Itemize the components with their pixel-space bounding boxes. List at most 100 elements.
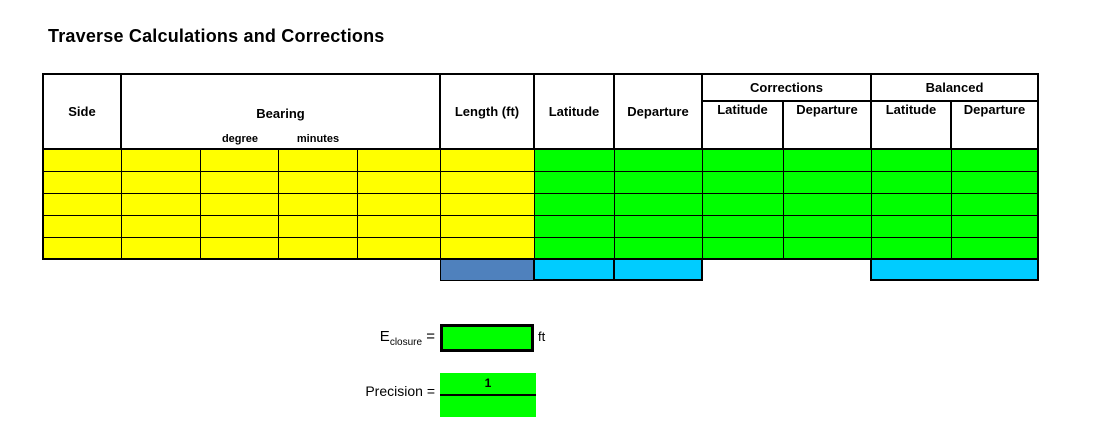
eclosure-label: Eclosure = bbox=[0, 328, 435, 348]
empty-cell bbox=[43, 259, 121, 280]
table-row bbox=[42, 214, 1039, 238]
cell-side[interactable] bbox=[42, 148, 122, 172]
cell-bearing-ew[interactable] bbox=[356, 192, 441, 216]
cell-bearing-ew[interactable] bbox=[356, 236, 441, 260]
cell-balanced-departure[interactable] bbox=[950, 214, 1039, 238]
col-header-bearing: Bearing degree minutes bbox=[120, 73, 441, 150]
precision-value-box[interactable]: 1 bbox=[440, 373, 536, 417]
cell-correction-latitude[interactable] bbox=[701, 192, 784, 216]
empty-cell bbox=[702, 259, 783, 280]
cell-bearing-ew[interactable] bbox=[356, 148, 441, 172]
cell-balanced-departure[interactable] bbox=[950, 236, 1039, 260]
cell-balanced-departure[interactable] bbox=[950, 148, 1039, 172]
bearing-label: Bearing bbox=[256, 106, 305, 121]
cell-length[interactable] bbox=[439, 170, 535, 194]
cell-correction-departure[interactable] bbox=[782, 236, 872, 260]
cell-bearing-minutes[interactable] bbox=[277, 236, 358, 260]
empty-cell bbox=[200, 259, 278, 280]
cell-balanced-latitude[interactable] bbox=[870, 148, 952, 172]
bearing-minutes-label: minutes bbox=[296, 133, 340, 145]
cell-latitude[interactable] bbox=[533, 214, 615, 238]
col-header-balanced-departure: Departure bbox=[950, 99, 1039, 151]
table-row bbox=[42, 236, 1039, 260]
total-length-cell[interactable] bbox=[439, 258, 535, 281]
cell-bearing-ns[interactable] bbox=[120, 192, 201, 216]
cell-correction-latitude[interactable] bbox=[701, 148, 784, 172]
totals-row bbox=[43, 258, 1039, 281]
cell-correction-latitude[interactable] bbox=[701, 214, 784, 238]
page-title: Traverse Calculations and Corrections bbox=[48, 26, 385, 46]
cell-side[interactable] bbox=[42, 214, 122, 238]
cell-departure[interactable] bbox=[613, 148, 703, 172]
col-header-length: Length (ft) bbox=[439, 73, 535, 150]
cell-latitude[interactable] bbox=[533, 148, 615, 172]
group-header-corrections: Corrections bbox=[701, 73, 872, 102]
cell-side[interactable] bbox=[42, 236, 122, 260]
cell-latitude[interactable] bbox=[533, 236, 615, 260]
cell-correction-latitude[interactable] bbox=[701, 236, 784, 260]
eclosure-unit-label: ft bbox=[538, 329, 546, 344]
cell-bearing-ns[interactable] bbox=[120, 170, 201, 194]
cell-balanced-latitude[interactable] bbox=[870, 236, 952, 260]
precision-numerator: 1 bbox=[484, 376, 492, 390]
cell-departure[interactable] bbox=[613, 192, 703, 216]
cell-correction-departure[interactable] bbox=[782, 148, 872, 172]
cell-bearing-ew[interactable] bbox=[356, 170, 441, 194]
cell-correction-departure[interactable] bbox=[782, 214, 872, 238]
cell-bearing-minutes[interactable] bbox=[277, 148, 358, 172]
cell-side[interactable] bbox=[42, 192, 122, 216]
cell-bearing-minutes[interactable] bbox=[277, 170, 358, 194]
cell-side[interactable] bbox=[42, 170, 122, 194]
eclosure-equals-sign: = bbox=[422, 328, 435, 345]
cell-length[interactable] bbox=[439, 148, 535, 172]
bearing-header-wrap: Bearing degree minutes bbox=[123, 76, 438, 147]
total-departure-cell[interactable] bbox=[613, 258, 703, 281]
cell-bearing-ns[interactable] bbox=[120, 214, 201, 238]
cell-balanced-latitude[interactable] bbox=[870, 170, 952, 194]
col-header-corrections-latitude: Latitude bbox=[701, 99, 784, 151]
cell-departure[interactable] bbox=[613, 170, 703, 194]
eclosure-value-box[interactable] bbox=[440, 324, 534, 352]
col-header-corrections-departure: Departure bbox=[782, 99, 872, 151]
cell-balanced-departure[interactable] bbox=[950, 170, 1039, 194]
cell-latitude[interactable] bbox=[533, 170, 615, 194]
empty-cell bbox=[278, 259, 357, 280]
cell-latitude[interactable] bbox=[533, 192, 615, 216]
bearing-degree-label: degree bbox=[221, 133, 259, 145]
cell-bearing-ew[interactable] bbox=[356, 214, 441, 238]
cell-balanced-latitude[interactable] bbox=[870, 214, 952, 238]
cell-departure[interactable] bbox=[613, 236, 703, 260]
table-row bbox=[42, 148, 1039, 172]
empty-cell bbox=[121, 259, 200, 280]
cell-correction-departure[interactable] bbox=[782, 192, 872, 216]
cell-length[interactable] bbox=[439, 192, 535, 216]
col-header-latitude: Latitude bbox=[533, 73, 615, 150]
cell-balanced-departure[interactable] bbox=[950, 192, 1039, 216]
empty-cell bbox=[357, 259, 440, 280]
cell-bearing-ns[interactable] bbox=[120, 236, 201, 260]
total-balanced-cell[interactable] bbox=[870, 258, 1039, 281]
cell-bearing-degree[interactable] bbox=[199, 170, 279, 194]
cell-bearing-minutes[interactable] bbox=[277, 214, 358, 238]
fraction-bar bbox=[440, 394, 536, 396]
eclosure-label-base: E bbox=[379, 328, 390, 345]
cell-bearing-degree[interactable] bbox=[199, 236, 279, 260]
col-header-side: Side bbox=[42, 73, 122, 150]
cell-bearing-degree[interactable] bbox=[199, 192, 279, 216]
cell-departure[interactable] bbox=[613, 214, 703, 238]
precision-label: Precision = bbox=[365, 383, 435, 399]
total-latitude-cell[interactable] bbox=[533, 258, 615, 281]
cell-length[interactable] bbox=[439, 236, 535, 260]
cell-length[interactable] bbox=[439, 214, 535, 238]
cell-bearing-minutes[interactable] bbox=[277, 192, 358, 216]
col-header-balanced-latitude: Latitude bbox=[870, 99, 952, 151]
cell-correction-latitude[interactable] bbox=[701, 170, 784, 194]
cell-correction-departure[interactable] bbox=[782, 170, 872, 194]
empty-cell bbox=[783, 259, 871, 280]
cell-bearing-ns[interactable] bbox=[120, 148, 201, 172]
cell-bearing-degree[interactable] bbox=[199, 214, 279, 238]
table-row bbox=[42, 170, 1039, 194]
cell-balanced-latitude[interactable] bbox=[870, 192, 952, 216]
cell-bearing-degree[interactable] bbox=[199, 148, 279, 172]
